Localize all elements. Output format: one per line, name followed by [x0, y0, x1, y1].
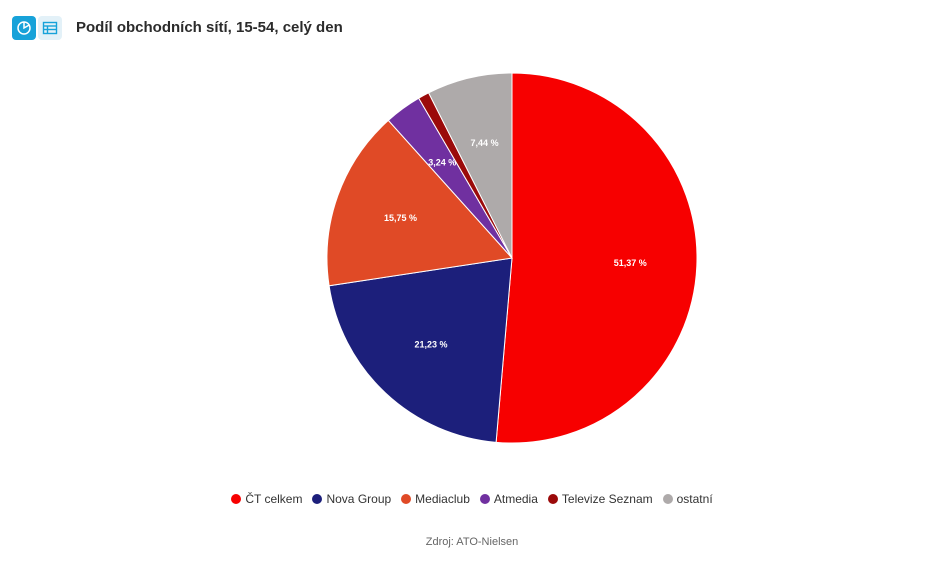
legend-color-dot: [479, 494, 490, 504]
legend-color-dot: [401, 494, 412, 504]
slice-data-label: 51,37 %: [614, 258, 647, 268]
slice-data-label: 7,44 %: [471, 138, 499, 148]
chart-legend: ČT celkem Nova Group Mediaclub Atmedia Telev…: [0, 492, 944, 506]
legend-item[interactable]: Televize Seznam: [547, 492, 653, 506]
legend-color-dot: [547, 494, 558, 504]
legend-label: Televize Seznam: [561, 492, 653, 506]
legend-item[interactable]: Nova Group: [312, 492, 391, 506]
legend-label: Mediaclub: [415, 492, 470, 506]
legend-label: ostatní: [676, 492, 713, 506]
pie-chart-icon: [17, 21, 31, 35]
chart-title: Podíl obchodních sítí, 15-54, celý den: [76, 19, 343, 36]
pie-slice[interactable]: [326, 119, 513, 287]
legend-label: ČT celkem: [245, 492, 303, 506]
slice-data-label: 15,75 %: [384, 213, 417, 223]
legend-color-dot: [662, 494, 673, 504]
slice-data-label: 21,23 %: [415, 339, 448, 349]
chart-view-button[interactable]: [12, 16, 36, 40]
slice-data-label: 3,24 %: [428, 157, 456, 167]
legend-item[interactable]: ČT celkem: [231, 492, 302, 506]
legend-color-dot: [312, 494, 323, 504]
legend-label: Nova Group: [326, 492, 392, 506]
pie-slice[interactable]: [427, 72, 513, 259]
legend-color-dot: [231, 494, 242, 504]
legend-item[interactable]: Mediaclub: [401, 492, 470, 506]
source-note: Zdroj: ATO-Nielsen: [425, 536, 519, 548]
pie-slice[interactable]: [495, 72, 698, 444]
view-toggle: [12, 16, 62, 40]
legend-item[interactable]: Atmedia: [479, 492, 538, 506]
table-view-button[interactable]: [38, 16, 62, 40]
pie-chart: 51,37 % 21,23 % 15,75 % 3,24 % 7,44 %: [326, 72, 698, 444]
table-icon: [42, 21, 58, 35]
pie-slice[interactable]: [328, 257, 513, 443]
legend-label: Atmedia: [493, 492, 538, 506]
legend-item[interactable]: ostatní: [662, 492, 713, 506]
